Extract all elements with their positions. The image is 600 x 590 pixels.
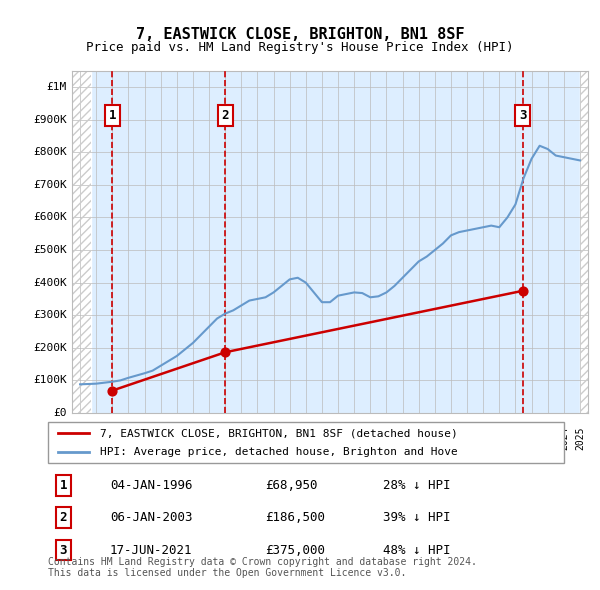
Text: 1999: 1999 [155,427,166,450]
Text: 2012: 2012 [365,427,376,450]
Text: £800K: £800K [33,148,67,158]
Text: 1: 1 [60,478,67,492]
Point [518,286,527,296]
Text: 1998: 1998 [140,427,149,450]
Text: 04-JAN-1996: 04-JAN-1996 [110,478,193,492]
Text: 39% ↓ HPI: 39% ↓ HPI [383,511,451,525]
Text: 3: 3 [519,109,527,122]
Bar [580,71,588,413]
Point [221,348,230,357]
Text: £100K: £100K [33,375,67,385]
Text: 2: 2 [221,109,229,122]
Bar [72,71,91,413]
Text: £600K: £600K [33,212,67,222]
Text: 2000: 2000 [172,427,182,450]
Text: 48% ↓ HPI: 48% ↓ HPI [383,543,451,557]
Text: 3: 3 [60,543,67,557]
Text: 2001: 2001 [188,427,198,450]
Text: 1995: 1995 [91,427,101,450]
Text: £300K: £300K [33,310,67,320]
Text: 2019: 2019 [478,427,488,450]
Text: 1994: 1994 [75,427,85,450]
Text: 2004: 2004 [236,427,247,450]
Text: 2023: 2023 [542,427,553,450]
Text: £700K: £700K [33,180,67,190]
FancyBboxPatch shape [48,422,564,463]
Text: 2016: 2016 [430,427,440,450]
Text: 1997: 1997 [124,427,133,450]
Text: 2015: 2015 [413,427,424,450]
Text: 2008: 2008 [301,427,311,450]
Point [107,386,117,395]
Text: 2: 2 [60,511,67,525]
Text: 2024: 2024 [559,427,569,450]
Text: 2025: 2025 [575,427,585,450]
Text: 2007: 2007 [284,427,295,450]
Text: £375,000: £375,000 [265,543,325,557]
Text: £500K: £500K [33,245,67,255]
Text: 2018: 2018 [462,427,472,450]
Text: Contains HM Land Registry data © Crown copyright and database right 2024.
This d: Contains HM Land Registry data © Crown c… [48,556,477,578]
Text: £400K: £400K [33,278,67,288]
Text: 2006: 2006 [269,427,278,450]
Text: £68,950: £68,950 [265,478,317,492]
Text: £200K: £200K [33,343,67,353]
Text: 06-JAN-2003: 06-JAN-2003 [110,511,193,525]
Text: 17-JUN-2021: 17-JUN-2021 [110,543,193,557]
Text: 2014: 2014 [398,427,407,450]
Text: 2011: 2011 [349,427,359,450]
Text: 7, EASTWICK CLOSE, BRIGHTON, BN1 8SF: 7, EASTWICK CLOSE, BRIGHTON, BN1 8SF [136,27,464,41]
Bar [580,71,588,413]
Text: HPI: Average price, detached house, Brighton and Hove: HPI: Average price, detached house, Brig… [100,447,457,457]
Text: 1996: 1996 [107,427,118,450]
Text: £186,500: £186,500 [265,511,325,525]
Text: 2005: 2005 [253,427,262,450]
Text: 2022: 2022 [527,427,536,450]
Text: 2020: 2020 [494,427,505,450]
Text: £900K: £900K [33,114,67,124]
Text: 2021: 2021 [511,427,520,450]
Text: £0: £0 [53,408,67,418]
Text: 2002: 2002 [204,427,214,450]
Text: £1M: £1M [47,82,67,92]
Text: 2013: 2013 [382,427,391,450]
Bar [72,71,91,413]
Text: 2010: 2010 [333,427,343,450]
Text: 7, EASTWICK CLOSE, BRIGHTON, BN1 8SF (detached house): 7, EASTWICK CLOSE, BRIGHTON, BN1 8SF (de… [100,428,457,438]
Text: 2003: 2003 [220,427,230,450]
Text: Price paid vs. HM Land Registry's House Price Index (HPI): Price paid vs. HM Land Registry's House … [86,41,514,54]
Text: 28% ↓ HPI: 28% ↓ HPI [383,478,451,492]
Text: 2017: 2017 [446,427,456,450]
Text: 1: 1 [109,109,116,122]
Text: 2009: 2009 [317,427,327,450]
